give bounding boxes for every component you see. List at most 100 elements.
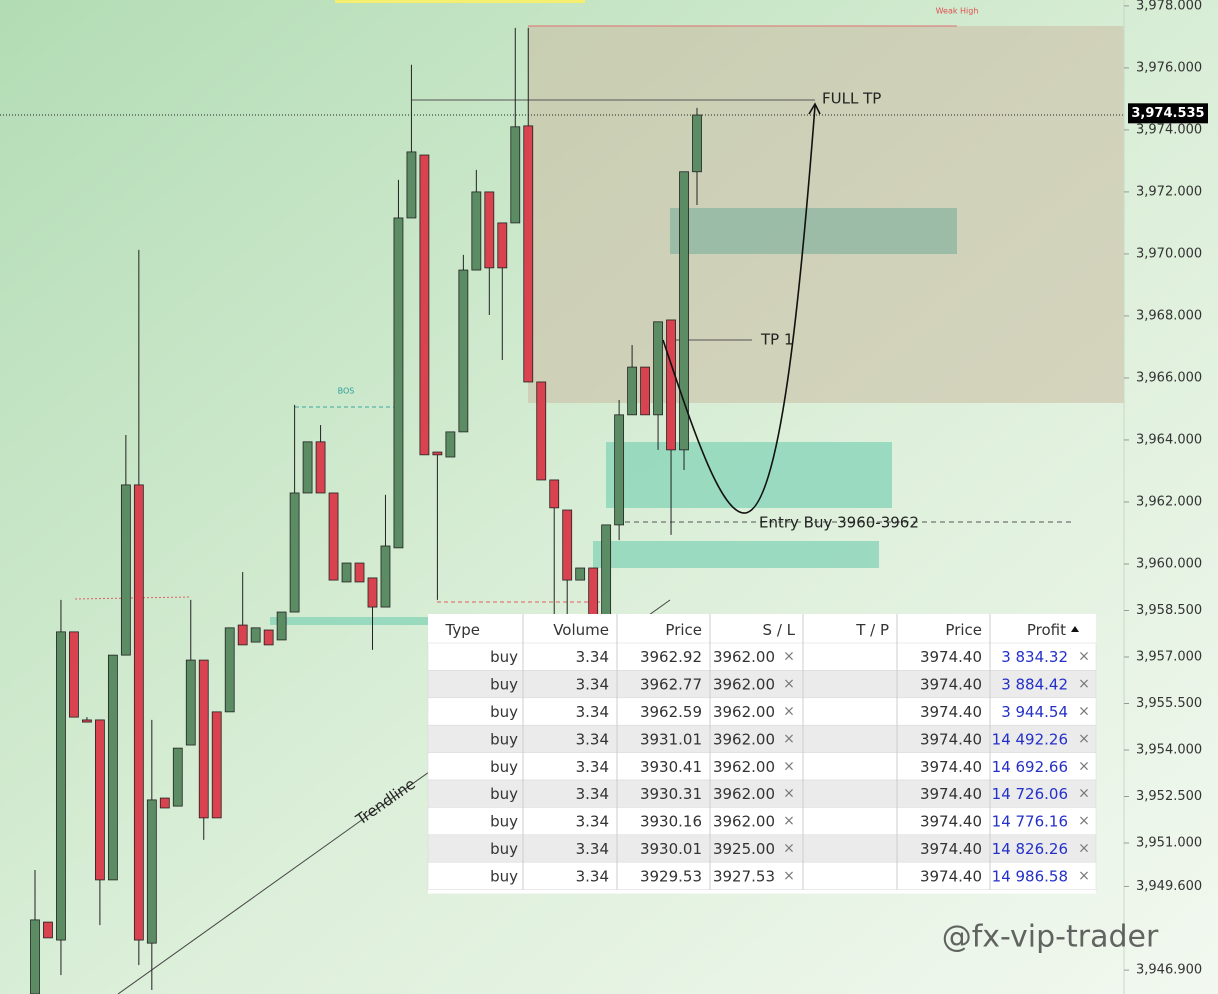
candle-body xyxy=(159,797,170,809)
table-cell: 3930.16 xyxy=(640,813,702,831)
table-cell: 3962.00 xyxy=(713,785,775,803)
y-tick-label: 3,958.500 xyxy=(1136,603,1202,618)
table-cell: 3.34 xyxy=(576,785,609,803)
y-tick-label: 3,954.000 xyxy=(1136,742,1202,757)
table-cell: 3930.31 xyxy=(640,785,702,803)
candle-body xyxy=(263,629,274,646)
candle-body xyxy=(549,479,560,509)
candle-body xyxy=(250,627,261,643)
candles xyxy=(30,27,702,994)
candle-body xyxy=(497,222,508,269)
y-tick-label: 3,978.000 xyxy=(1136,0,1202,13)
table-cell: 14 492.26 xyxy=(992,730,1068,748)
candle-body xyxy=(601,524,612,629)
table-cell: buy xyxy=(490,785,518,803)
close-icon[interactable]: × xyxy=(1078,676,1090,692)
table-row xyxy=(427,697,1097,726)
close-icon[interactable]: × xyxy=(783,704,795,720)
candle-body xyxy=(536,381,547,481)
bos-label: BOS xyxy=(338,387,355,396)
y-tick-label: 3,964.000 xyxy=(1136,432,1202,447)
level-line xyxy=(74,596,191,600)
candle-body xyxy=(471,191,482,271)
candle-body xyxy=(237,624,248,646)
close-icon[interactable]: × xyxy=(783,841,795,857)
current-price-box xyxy=(1128,103,1208,124)
column-header: Type xyxy=(445,621,480,639)
close-icon[interactable]: × xyxy=(783,649,795,665)
table-cell: 14 826.26 xyxy=(992,840,1068,858)
zone xyxy=(270,617,428,625)
table-cell: buy xyxy=(490,676,518,694)
y-tick-label: 3,946.900 xyxy=(1136,963,1202,978)
close-icon[interactable]: × xyxy=(1078,758,1090,774)
column-header: Volume xyxy=(553,621,609,639)
zone xyxy=(593,541,879,568)
table-row xyxy=(427,724,1097,753)
table-row xyxy=(427,779,1097,808)
table-cell: 3974.40 xyxy=(920,648,982,666)
table-cell: 3.34 xyxy=(576,813,609,831)
close-icon[interactable]: × xyxy=(783,731,795,747)
close-icon[interactable]: × xyxy=(783,813,795,829)
close-icon[interactable]: × xyxy=(783,676,795,692)
close-icon[interactable]: × xyxy=(1078,841,1090,857)
candle-body xyxy=(393,217,404,549)
table-cell: buy xyxy=(490,648,518,666)
table-cell: buy xyxy=(490,730,518,748)
close-icon[interactable]: × xyxy=(1078,786,1090,802)
y-tick-label: 3,960.000 xyxy=(1136,556,1202,571)
close-icon[interactable]: × xyxy=(783,758,795,774)
candle-body xyxy=(666,319,676,451)
candle-body xyxy=(146,799,157,944)
close-icon[interactable]: × xyxy=(1078,649,1090,665)
projection-curve xyxy=(662,105,816,514)
table-cell: 3.34 xyxy=(576,703,609,721)
close-icon[interactable]: × xyxy=(783,868,795,884)
y-tick-label: 3,974.000 xyxy=(1136,122,1202,137)
candle-body xyxy=(367,577,378,608)
table-cell: 3962.59 xyxy=(640,703,702,721)
close-icon[interactable]: × xyxy=(1078,731,1090,747)
watermark: @fx-vip-trader xyxy=(942,920,1159,955)
table-cell: 3 834.32 xyxy=(1001,648,1068,666)
candle-body xyxy=(82,719,92,723)
current-price-label: 3,974.535 xyxy=(1131,106,1204,121)
candle-body xyxy=(133,484,144,941)
close-icon[interactable]: × xyxy=(783,786,795,802)
close-icon[interactable]: × xyxy=(1078,704,1090,720)
arrow-head xyxy=(808,102,821,115)
table-cell: 3962.00 xyxy=(713,703,775,721)
sort-arrow xyxy=(1071,626,1079,632)
y-tick-label: 3,976.000 xyxy=(1136,60,1202,75)
table-cell: 3974.40 xyxy=(920,676,982,694)
close-icon[interactable]: × xyxy=(1078,868,1090,884)
table-cell: 3 944.54 xyxy=(1001,703,1068,721)
y-tick-label: 3,966.000 xyxy=(1136,370,1202,385)
candle-body xyxy=(640,366,650,416)
column-header: Price xyxy=(945,621,982,639)
close-icon[interactable]: × xyxy=(1078,813,1090,829)
zone xyxy=(670,208,957,254)
candle-body xyxy=(445,431,456,458)
table-row xyxy=(427,861,1097,890)
table-cell: 3.34 xyxy=(576,730,609,748)
table-cell: 3.34 xyxy=(576,676,609,694)
price-axis: 3,978.000 3,976.000 3,974.000 3,972.000 3,97… xyxy=(1124,0,1208,978)
weak-high-label: Weak High xyxy=(936,7,979,16)
table-cell: buy xyxy=(490,703,518,721)
table-cell: 3974.40 xyxy=(920,785,982,803)
candle-body xyxy=(653,321,663,416)
table-row xyxy=(427,807,1097,836)
column-header: Price xyxy=(665,621,702,639)
candle-body xyxy=(95,719,105,881)
y-tick-label: 3,951.000 xyxy=(1136,836,1202,851)
table-cell: buy xyxy=(490,758,518,776)
candle-body xyxy=(30,919,40,994)
full-tp-label: FULL TP xyxy=(822,90,881,108)
candle-body xyxy=(224,627,235,713)
y-tick-label: 3,968.000 xyxy=(1136,308,1202,323)
table-cell: 3925.00 xyxy=(713,840,775,858)
zone xyxy=(606,442,892,508)
